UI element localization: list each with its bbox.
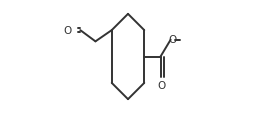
Text: O: O (168, 34, 177, 44)
Text: O: O (157, 80, 166, 90)
Text: O: O (64, 26, 72, 36)
